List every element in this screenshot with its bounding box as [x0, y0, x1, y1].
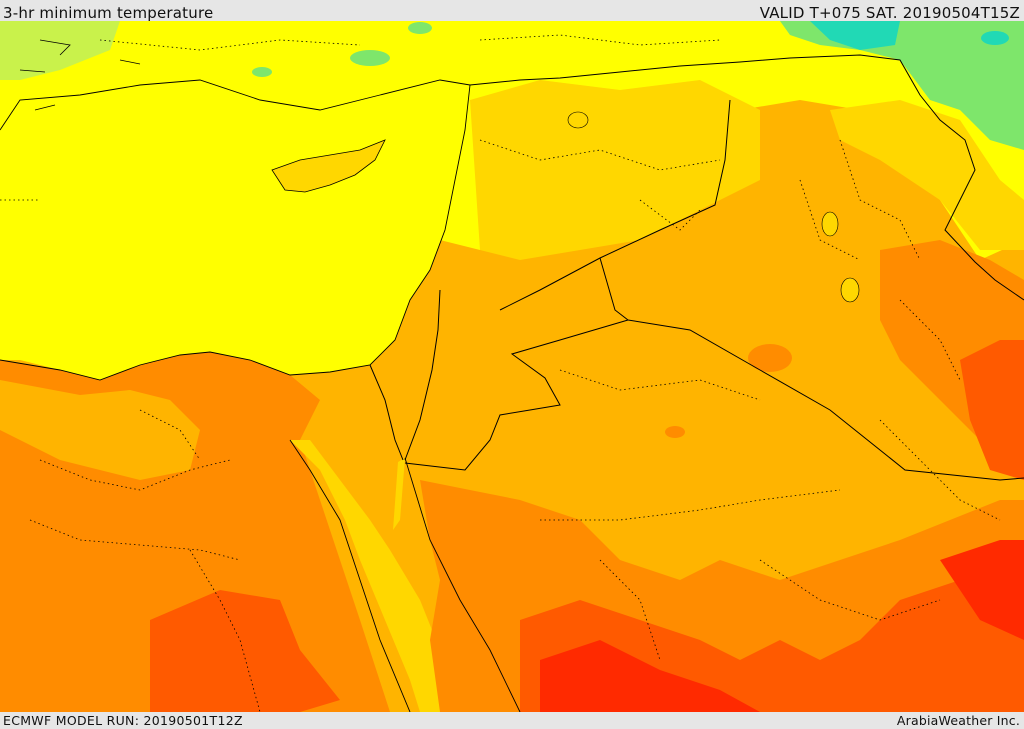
border-israel-jordan: [404, 289, 441, 461]
egypt-gold-patches: [0, 380, 200, 480]
north-coastline: [0, 79, 471, 131]
border-jordan-saudi: [404, 319, 629, 471]
cool-region-nw: [0, 21, 120, 80]
orange-spot: [748, 344, 792, 372]
province-boundaries: [0, 34, 1001, 712]
red-sea-coast-west: [289, 439, 411, 712]
border-iraq-iran: [789, 54, 1024, 301]
border-egypt-israel: [369, 364, 404, 461]
south-red: [540, 640, 760, 712]
border-jordan-iraq: [599, 257, 629, 321]
egypt-red: [150, 590, 340, 712]
mediterranean-coastline: [0, 84, 471, 381]
valid-time: VALID T+075 SAT. 20190504T15Z: [759, 4, 1020, 22]
cool-region-ne: [780, 21, 1024, 150]
orange-spot: [665, 426, 685, 438]
east-yellow-region: [830, 100, 1024, 250]
red-sea: [290, 440, 470, 712]
gulf-red: [960, 340, 1024, 480]
temperature-map[interactable]: [0, 21, 1024, 712]
warm-yellow-region: [470, 80, 760, 260]
lake: [821, 211, 839, 237]
coldest-spot: [981, 31, 1009, 45]
red-sea-coast-east: [404, 457, 521, 712]
cyprus: [271, 139, 386, 193]
credit: ArabiaWeather Inc.: [896, 713, 1020, 728]
lake: [567, 111, 589, 129]
aegean-islands: [19, 39, 141, 111]
border-turkey-syria: [469, 57, 791, 86]
border-syria-iraq: [499, 99, 731, 311]
cool-spot: [408, 22, 432, 34]
model-run: ECMWF MODEL RUN: 20190501T12Z: [3, 713, 243, 728]
border-saudi-iraq: [627, 319, 1024, 481]
gulf-of-aqaba: [393, 458, 405, 530]
header-bar: 3-hr minimum temperature VALID T+075 SAT…: [0, 0, 1024, 22]
se-red: [940, 540, 1024, 640]
coldest-region: [810, 21, 900, 50]
footer-bar: ECMWF MODEL RUN: 20190501T12Z ArabiaWeat…: [0, 712, 1024, 729]
cool-spot: [350, 50, 390, 66]
map-title: 3-hr minimum temperature: [3, 4, 214, 22]
lake: [840, 277, 860, 303]
cool-spot: [252, 67, 272, 77]
